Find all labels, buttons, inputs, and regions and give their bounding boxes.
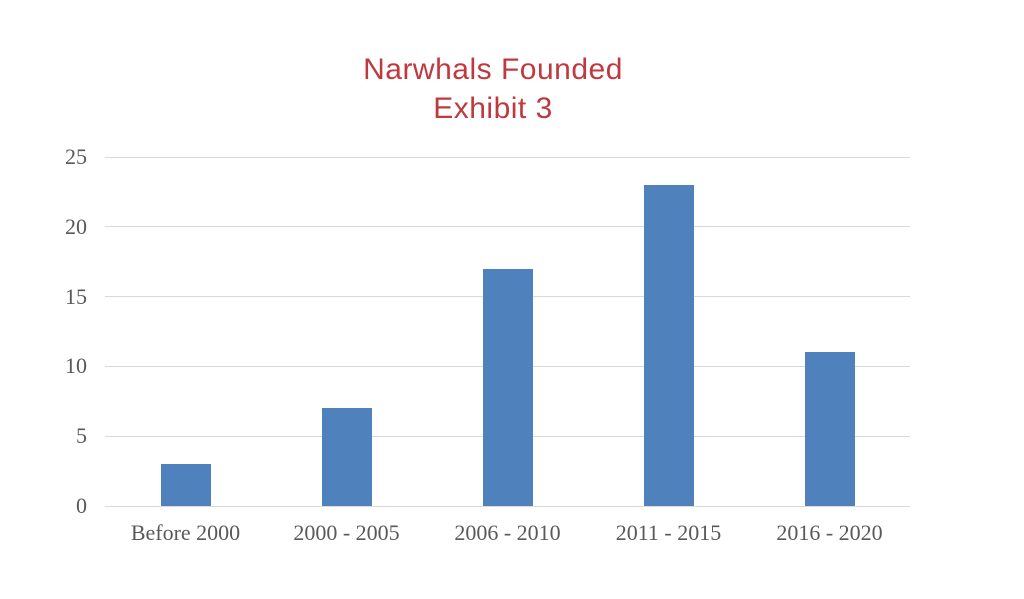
y-tick-label: 15 bbox=[65, 283, 87, 309]
chart-title: Narwhals Founded Exhibit 3 bbox=[0, 50, 986, 128]
x-category-label: 2000 - 2005 bbox=[293, 520, 400, 545]
gridline-y20 bbox=[105, 226, 910, 228]
x-category-label: 2011 - 2015 bbox=[615, 520, 722, 545]
x-category-label: 2016 - 2020 bbox=[776, 520, 883, 545]
plot-area: 0 5 10 15 20 25 Before 2000 2000 - 2005 2006 - 2… bbox=[65, 144, 910, 545]
gridline-y25 bbox=[105, 156, 910, 158]
chart-title-line1: Narwhals Founded bbox=[363, 53, 623, 86]
y-tick-label: 10 bbox=[65, 353, 87, 379]
bar-2016-2020 bbox=[804, 352, 855, 506]
bar-2000-2005 bbox=[321, 408, 372, 506]
chart-title-line2: Exhibit 3 bbox=[433, 92, 553, 125]
y-tick-label: 20 bbox=[65, 213, 87, 239]
bar-2006-2010 bbox=[482, 268, 533, 506]
y-tick-label: 5 bbox=[76, 423, 87, 449]
y-tick-label: 0 bbox=[76, 493, 87, 518]
bar-before-2000 bbox=[160, 464, 211, 506]
bar-2011-2015 bbox=[643, 184, 694, 506]
x-category-label: 2006 - 2010 bbox=[454, 520, 561, 545]
x-category-label: Before 2000 bbox=[130, 520, 241, 545]
gridline-y0 bbox=[105, 505, 910, 507]
y-tick-label: 25 bbox=[65, 144, 87, 169]
